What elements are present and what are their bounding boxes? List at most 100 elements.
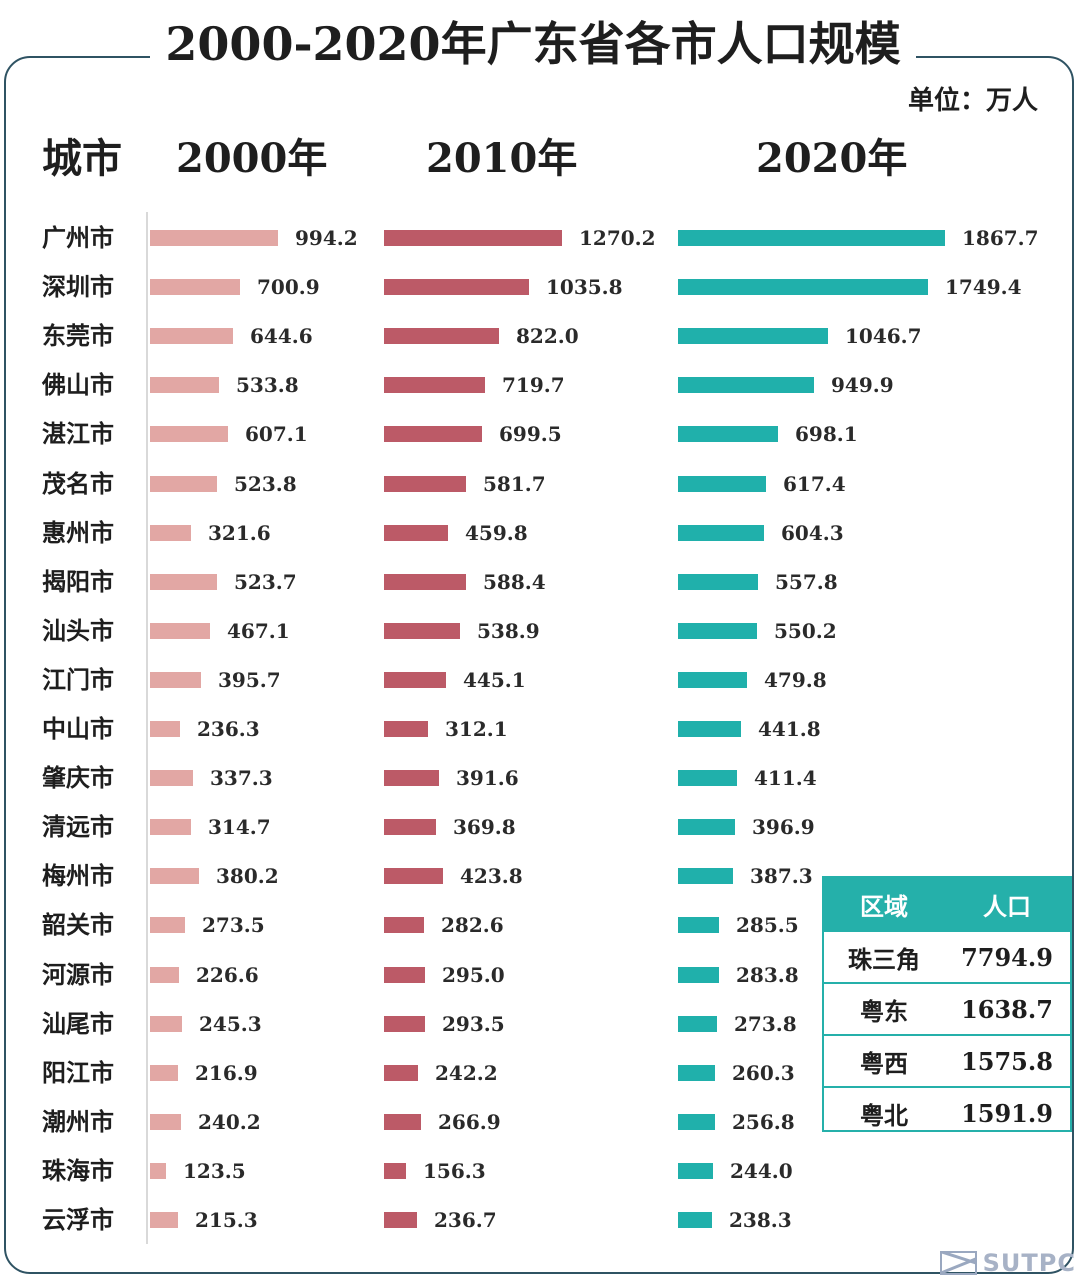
city-label: 肇庆市 <box>42 763 114 793</box>
bar-2000 <box>150 721 180 737</box>
unit-label: 单位：万人 <box>907 86 1038 116</box>
bar-2020 <box>678 524 764 541</box>
city-label: 东莞市 <box>42 321 114 351</box>
bar-2000 <box>150 279 240 296</box>
city-label: 清远市 <box>42 812 114 842</box>
population-cell: 1575.8 <box>961 1046 1053 1076</box>
value-label-2000: 245.3 <box>199 1011 262 1036</box>
column-header-2000: 2000年 <box>176 135 328 182</box>
bar-2010 <box>384 917 424 934</box>
population-cell: 1638.7 <box>961 994 1053 1024</box>
bar-2010 <box>384 573 466 590</box>
value-label-2010: 266.9 <box>438 1109 501 1134</box>
bar-2020 <box>678 475 766 492</box>
bar-2020 <box>678 1064 715 1081</box>
bar-2000 <box>150 819 191 836</box>
bar-2020 <box>678 917 719 934</box>
value-label-2000: 273.5 <box>202 913 265 938</box>
city-label: 惠州市 <box>42 517 114 547</box>
city-label: 阳江市 <box>42 1057 114 1087</box>
value-label-2000: 607.1 <box>245 422 308 447</box>
bar-2000 <box>150 230 278 246</box>
value-label-2000: 533.8 <box>236 373 299 398</box>
bar-2010 <box>384 279 529 296</box>
bar-2000 <box>150 426 228 443</box>
city-label: 云浮市 <box>42 1205 114 1234</box>
value-label-2020: 949.9 <box>831 373 894 398</box>
region-cell: 珠三角 <box>848 944 920 974</box>
bar-2010 <box>384 721 428 737</box>
bar-2010 <box>384 328 499 345</box>
value-label-2020: 604.3 <box>781 520 844 545</box>
column-header-2020: 2020年 <box>756 135 908 182</box>
city-label: 湛江市 <box>42 419 114 449</box>
bar-2020 <box>678 721 741 737</box>
bar-2010 <box>384 868 443 885</box>
bar-2010 <box>384 1162 406 1179</box>
city-label: 韶关市 <box>42 910 114 940</box>
value-label-2020: 1046.7 <box>845 324 922 349</box>
value-label-2020: 396.9 <box>752 815 815 840</box>
region-table-row: 粤西 1575.8 <box>824 1034 1070 1086</box>
city-label: 广州市 <box>42 223 114 252</box>
region-cell: 粤东 <box>860 996 908 1026</box>
value-label-2010: 1270.2 <box>579 226 656 250</box>
bar-2000 <box>150 770 193 787</box>
value-label-2020: 244.0 <box>730 1158 793 1183</box>
value-label-2010: 423.8 <box>460 864 523 889</box>
bar-2020 <box>678 671 747 688</box>
bar-2010 <box>384 1113 421 1130</box>
value-label-2020: 238.3 <box>729 1208 792 1232</box>
bar-2000 <box>150 377 219 394</box>
value-label-2000: 380.2 <box>216 864 279 889</box>
city-label: 揭阳市 <box>42 566 114 596</box>
value-label-2020: 441.8 <box>758 717 821 741</box>
city-label: 河源市 <box>42 959 114 989</box>
region-cell: 粤北 <box>860 1100 908 1130</box>
sutpc-logo: SUTPC <box>940 1248 1076 1278</box>
value-label-2020: 1749.4 <box>945 275 1022 300</box>
bar-2010 <box>384 230 562 246</box>
value-label-2010: 445.1 <box>463 667 526 692</box>
column-header-city: 城市 <box>42 135 122 182</box>
population-cell: 7794.9 <box>961 942 1053 972</box>
city-label: 潮州市 <box>42 1106 114 1136</box>
value-label-2010: 391.6 <box>456 766 519 791</box>
value-label-2010: 538.9 <box>477 618 540 643</box>
value-label-2000: 314.7 <box>208 815 271 840</box>
value-label-2000: 644.6 <box>250 324 313 349</box>
value-label-2010: 369.8 <box>453 815 516 840</box>
bar-2020 <box>678 770 737 787</box>
city-label: 梅州市 <box>42 861 114 891</box>
value-label-2000: 337.3 <box>210 766 273 791</box>
bar-2000 <box>150 1064 178 1081</box>
bar-2020 <box>678 573 758 590</box>
value-label-2000: 523.7 <box>234 569 297 594</box>
value-label-2010: 1035.8 <box>546 275 623 300</box>
value-label-2010: 581.7 <box>483 471 546 496</box>
value-label-2010: 282.6 <box>441 913 504 938</box>
value-label-2010: 156.3 <box>423 1158 486 1183</box>
population-cell: 1591.9 <box>961 1098 1053 1128</box>
value-label-2020: 557.8 <box>775 569 838 594</box>
value-label-2010: 459.8 <box>465 520 528 545</box>
bar-2020 <box>678 819 735 836</box>
value-label-2020: 283.8 <box>736 962 799 987</box>
value-label-2020: 273.8 <box>734 1011 797 1036</box>
city-label: 中山市 <box>42 714 114 743</box>
population-header-cell: 人口 <box>983 891 1031 921</box>
region-cell: 粤西 <box>860 1048 908 1078</box>
value-label-2000: 216.9 <box>195 1060 258 1085</box>
value-label-2010: 242.2 <box>435 1060 498 1085</box>
bar-2010 <box>384 819 436 836</box>
region-population-table: 区域 人口 珠三角 7794.9 粤东 1638.7 粤西 1575.8 粤北 … <box>822 876 1072 1132</box>
bar-2010 <box>384 1064 418 1081</box>
bar-2020 <box>678 377 814 394</box>
value-label-2010: 312.1 <box>445 717 508 741</box>
value-label-2010: 588.4 <box>483 569 546 594</box>
bar-2020 <box>678 1113 715 1130</box>
value-label-2020: 285.5 <box>736 913 799 938</box>
city-label: 汕尾市 <box>42 1008 114 1038</box>
logo-text: SUTPC <box>982 1249 1076 1277</box>
